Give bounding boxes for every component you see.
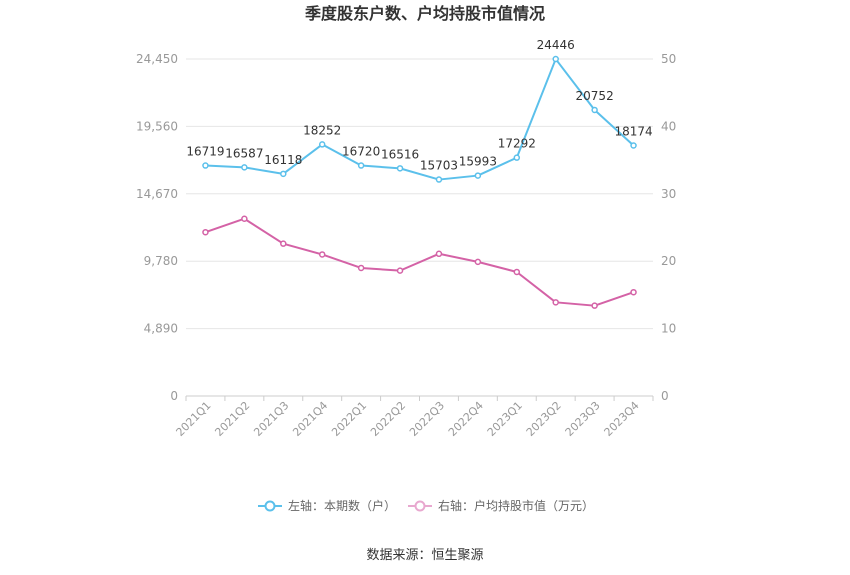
right-series-point bbox=[435, 250, 443, 258]
data-label: 18174 bbox=[614, 125, 652, 139]
right-series-point bbox=[202, 228, 209, 236]
right-tick-label: 40 bbox=[661, 119, 676, 133]
data-label: 17292 bbox=[498, 137, 536, 151]
left-axis: 0 4,890 9,780 14,670 19,560 24,450 bbox=[136, 52, 178, 403]
left-tick-label: 4,890 bbox=[144, 322, 178, 336]
x-tick-label: 2021Q3 bbox=[251, 399, 291, 439]
left-tick-label: 14,670 bbox=[136, 187, 178, 201]
x-tick-label: 2021Q1 bbox=[174, 399, 214, 439]
right-series-point bbox=[552, 299, 559, 306]
left-tick-label: 9,780 bbox=[144, 254, 178, 268]
left-series-point bbox=[202, 162, 209, 169]
grid bbox=[186, 58, 653, 330]
x-tick-label: 2021Q4 bbox=[290, 399, 330, 439]
x-tick-label: 2022Q1 bbox=[329, 399, 369, 439]
chart-title: 季度股东户数、户均持股市值情况 bbox=[304, 4, 545, 23]
left-series-point bbox=[552, 55, 559, 63]
right-axis: 0 10 20 30 40 50 bbox=[661, 52, 676, 403]
x-tick-label: 2023Q2 bbox=[524, 399, 564, 439]
data-label: 16118 bbox=[264, 153, 302, 167]
right-series-point bbox=[280, 240, 287, 247]
x-axis: 2021Q12021Q22021Q32021Q42022Q12022Q22022… bbox=[174, 395, 654, 439]
x-tick-label: 2022Q2 bbox=[368, 399, 408, 439]
legend-item[interactable]: 左轴：本期数（户） bbox=[258, 498, 396, 513]
x-tick-label: 2021Q2 bbox=[212, 399, 252, 439]
left-series-point bbox=[591, 106, 598, 114]
right-tick-label: 0 bbox=[661, 389, 669, 403]
right-tick-label: 50 bbox=[661, 52, 676, 66]
x-tick-label: 2022Q3 bbox=[407, 399, 447, 439]
data-label: 20752 bbox=[576, 89, 614, 103]
x-tick-label: 2022Q4 bbox=[446, 399, 486, 439]
right-series-point bbox=[241, 215, 248, 222]
legend[interactable]: 左轴：本期数（户） 右轴：户均持股市值（万元） bbox=[258, 498, 594, 513]
data-label: 16719 bbox=[186, 145, 224, 159]
x-tick-label: 2023Q4 bbox=[602, 399, 642, 439]
legend-item[interactable]: 右轴：户均持股市值（万元） bbox=[408, 498, 594, 513]
x-tick-label: 2023Q3 bbox=[563, 399, 603, 439]
legend-marker bbox=[414, 500, 426, 512]
data-label: 15993 bbox=[459, 155, 497, 169]
left-series-point bbox=[435, 176, 443, 183]
data-label: 16587 bbox=[225, 146, 263, 160]
left-series-point bbox=[396, 165, 404, 172]
legend-marker bbox=[264, 500, 276, 512]
right-tick-label: 30 bbox=[661, 187, 676, 201]
left-series-point bbox=[630, 142, 637, 149]
right-series-line bbox=[205, 217, 634, 307]
data-label: 16516 bbox=[381, 147, 419, 161]
x-tick-label: 2023Q1 bbox=[485, 399, 525, 439]
left-series-point bbox=[241, 164, 248, 171]
data-label: 15703 bbox=[420, 159, 458, 173]
right-series-point bbox=[474, 258, 482, 266]
right-series-point bbox=[513, 268, 521, 276]
right-series-point bbox=[396, 267, 404, 274]
right-series-point bbox=[318, 251, 326, 258]
left-tick-label: 24,450 bbox=[136, 52, 178, 66]
left-series-point bbox=[357, 162, 365, 169]
left-tick-label: 0 bbox=[170, 389, 178, 403]
left-series-point bbox=[280, 170, 287, 178]
legend-label: 右轴：户均持股市值（万元） bbox=[438, 498, 594, 513]
right-series-point bbox=[357, 264, 365, 272]
left-series-line bbox=[205, 58, 635, 181]
right-tick-label: 10 bbox=[661, 322, 676, 336]
legend-label: 左轴：本期数（户） bbox=[288, 498, 396, 513]
left-series-point bbox=[474, 172, 482, 179]
source-note: 数据来源：恒生聚源 bbox=[366, 548, 483, 563]
left-series-point bbox=[318, 141, 326, 148]
right-series-point bbox=[591, 302, 598, 309]
left-tick-label: 19,560 bbox=[136, 119, 178, 133]
left-series-point bbox=[513, 154, 521, 161]
right-tick-label: 20 bbox=[661, 254, 676, 268]
right-series-point bbox=[630, 288, 637, 296]
data-label: 18252 bbox=[303, 123, 341, 137]
data-label: 24446 bbox=[537, 38, 575, 52]
data-label: 16720 bbox=[342, 145, 380, 159]
